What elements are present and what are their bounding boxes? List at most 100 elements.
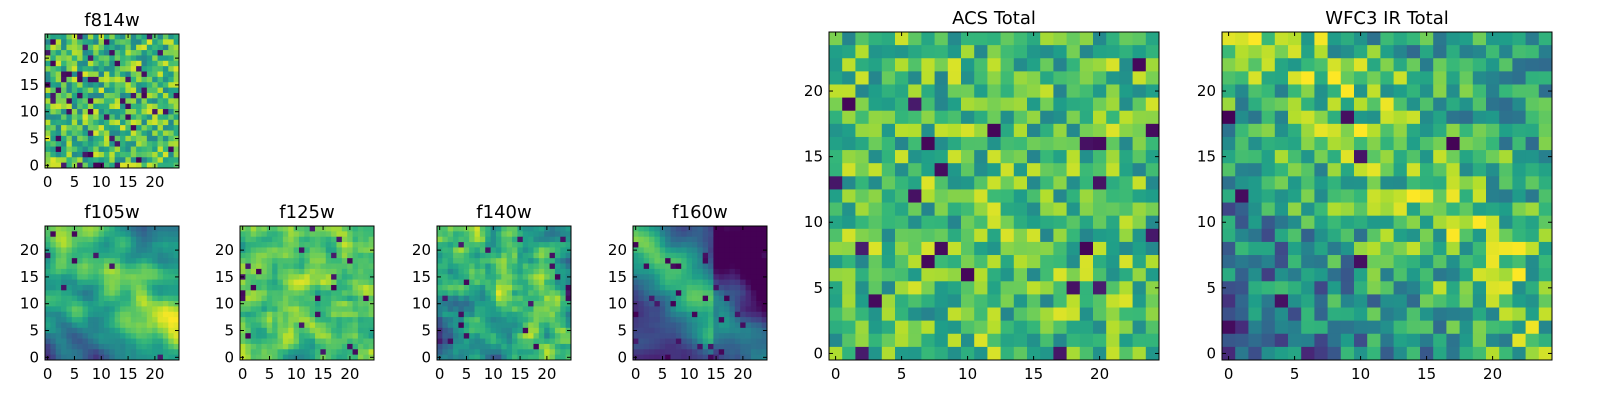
heatmap-cell bbox=[686, 295, 693, 302]
heatmap-cell bbox=[1132, 281, 1147, 295]
heatmap-cell bbox=[565, 338, 572, 345]
heatmap-cell bbox=[474, 338, 481, 345]
heatmap-cell bbox=[560, 226, 567, 232]
heatmap-cell bbox=[261, 322, 268, 329]
heatmap-cell bbox=[761, 322, 768, 329]
heatmap-cell bbox=[855, 110, 869, 125]
heatmap-cell bbox=[829, 294, 843, 308]
heatmap-cell bbox=[293, 242, 300, 248]
heatmap-cell bbox=[1274, 307, 1289, 322]
heatmap-cell bbox=[908, 294, 922, 308]
heatmap-cell bbox=[293, 279, 300, 286]
heatmap-cell bbox=[87, 333, 94, 339]
heatmap-cell bbox=[528, 354, 534, 361]
heatmap-cell bbox=[463, 290, 470, 297]
heatmap-cell bbox=[1040, 32, 1054, 46]
heatmap-cell bbox=[479, 274, 486, 280]
heatmap-cell bbox=[670, 327, 677, 334]
heatmap-cell bbox=[538, 311, 545, 318]
heatmap-cell bbox=[713, 231, 720, 238]
heatmap-cell bbox=[50, 60, 57, 67]
heatmap-cell bbox=[649, 236, 655, 243]
heatmap-cell bbox=[71, 76, 78, 83]
heatmap-cell bbox=[87, 60, 94, 67]
heatmap-cell bbox=[136, 55, 142, 62]
heatmap-cell bbox=[675, 268, 682, 275]
heatmap-cell bbox=[686, 252, 693, 259]
x-tick-label: 20 bbox=[537, 365, 556, 383]
heatmap-cell bbox=[352, 252, 359, 259]
heatmap-cell bbox=[71, 295, 78, 302]
heatmap-cell bbox=[442, 290, 449, 297]
heatmap-cell bbox=[474, 284, 481, 291]
heatmap-cell bbox=[501, 306, 508, 313]
heatmap-cell bbox=[560, 317, 567, 323]
x-tick-label: 5 bbox=[658, 365, 668, 383]
heatmap-cell bbox=[277, 327, 284, 334]
heatmap-cell bbox=[50, 279, 57, 286]
heatmap-cell bbox=[1446, 176, 1460, 190]
heatmap-cell bbox=[141, 119, 148, 126]
heatmap-cell bbox=[168, 119, 175, 126]
heatmap-cell bbox=[750, 284, 757, 291]
heatmap-cell bbox=[136, 60, 142, 67]
heatmap-cell bbox=[654, 295, 661, 302]
heatmap-cell bbox=[98, 103, 105, 110]
heatmap-cell bbox=[114, 343, 121, 350]
heatmap-cell bbox=[554, 242, 561, 248]
heatmap-cell bbox=[98, 290, 105, 297]
heatmap-cell bbox=[77, 44, 83, 51]
panel-title: WFC3 IR Total bbox=[1325, 8, 1448, 29]
y-tick-label: 10 bbox=[804, 213, 823, 231]
heatmap-cell bbox=[1499, 241, 1513, 256]
heatmap-cell bbox=[103, 71, 110, 78]
heatmap-cell bbox=[1119, 215, 1133, 230]
heatmap-cell bbox=[1288, 268, 1302, 282]
heatmap-cell bbox=[724, 306, 730, 313]
heatmap-cell bbox=[533, 317, 540, 323]
heatmap-cell bbox=[734, 247, 741, 254]
heatmap-cell bbox=[157, 92, 164, 99]
heatmap-cell bbox=[45, 66, 51, 72]
heatmap-cell bbox=[702, 354, 709, 361]
heatmap-cell bbox=[55, 114, 62, 121]
heatmap-cell bbox=[125, 98, 132, 105]
y-tick-label: 0 bbox=[813, 344, 823, 362]
heatmap-cell bbox=[1486, 58, 1500, 72]
heatmap-cell bbox=[517, 290, 524, 297]
heatmap-cell bbox=[45, 151, 51, 158]
heatmap-cell bbox=[341, 247, 348, 254]
heatmap-cell bbox=[734, 317, 741, 323]
heatmap-cell bbox=[1013, 228, 1028, 243]
heatmap-cell bbox=[1093, 136, 1107, 151]
panel-title: f140w bbox=[476, 202, 531, 223]
heatmap-cell bbox=[1093, 228, 1107, 243]
heatmap-cell bbox=[533, 247, 540, 254]
heatmap-cell bbox=[1380, 241, 1394, 256]
heatmap-cell bbox=[453, 242, 459, 248]
heatmap-cell bbox=[357, 295, 364, 302]
heatmap-cell bbox=[506, 274, 513, 280]
heatmap-cell bbox=[336, 226, 343, 232]
heatmap-cell bbox=[947, 241, 962, 256]
heatmap-cell bbox=[1027, 202, 1041, 217]
heatmap-cell bbox=[649, 274, 655, 280]
heatmap-cell bbox=[320, 333, 327, 339]
heatmap-cell bbox=[162, 39, 169, 46]
heatmap-cell bbox=[560, 268, 567, 275]
heatmap-cell bbox=[1314, 123, 1328, 138]
heatmap-cell bbox=[162, 146, 169, 153]
heatmap-cell bbox=[93, 252, 99, 259]
heatmap-cell bbox=[93, 50, 99, 56]
heatmap-cell bbox=[109, 162, 116, 169]
heatmap-cell bbox=[708, 322, 714, 329]
heatmap-cell bbox=[298, 263, 305, 270]
heatmap-cell bbox=[336, 343, 343, 350]
heatmap-cell bbox=[266, 284, 273, 291]
heatmap-cell bbox=[272, 306, 278, 313]
heatmap-cell bbox=[554, 322, 561, 329]
heatmap-cell bbox=[495, 252, 502, 259]
heatmap-cell bbox=[1145, 294, 1160, 308]
heatmap-cell bbox=[1079, 333, 1094, 348]
heatmap-cell bbox=[162, 290, 169, 297]
